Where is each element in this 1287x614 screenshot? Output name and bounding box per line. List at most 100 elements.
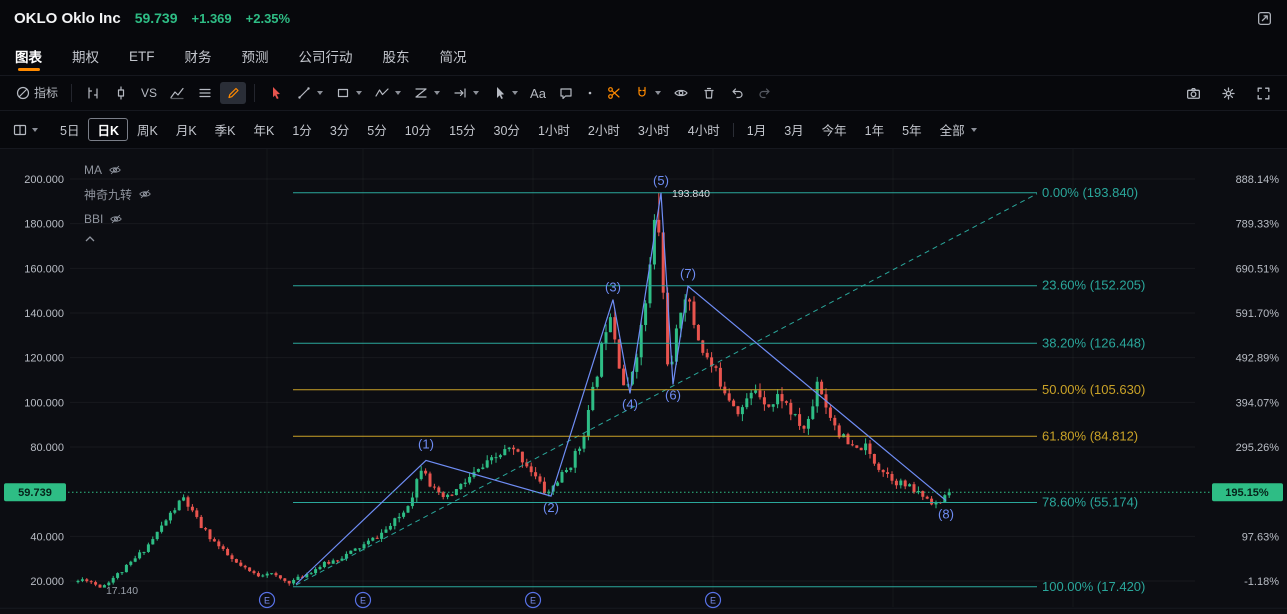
timeframe-item[interactable]: 年K — [253, 124, 275, 139]
timeframe-item[interactable]: 2小时 — [587, 124, 620, 139]
price-chart[interactable]: 0.00% (193.840) 23.60% (152.205) 38.20% (1… — [0, 148, 1287, 609]
timeframe-item[interactable]: 30分 — [493, 124, 520, 139]
indicator-legend-item: MA — [84, 163, 152, 177]
vs-compare-button[interactable]: VS — [136, 84, 162, 102]
eye-off-icon[interactable] — [138, 187, 152, 201]
wave-label: (6) — [665, 387, 681, 402]
text-tool-button[interactable]: Aa — [525, 84, 551, 103]
elliott-wave[interactable]: (1) (2) (3) (4) (5) (6) (7) (8) 193.840 — [295, 173, 954, 585]
y-axis-left-tick: 160.000 — [24, 263, 64, 275]
nav-tab[interactable]: 简况 — [439, 50, 467, 66]
fib-tool-button[interactable] — [408, 82, 445, 104]
timeframe-item[interactable]: 4小时 — [687, 124, 720, 139]
indicator-icon — [16, 87, 30, 100]
timeframe-divider — [732, 122, 734, 137]
chevron-up-icon[interactable] — [84, 235, 96, 243]
fib-retracement[interactable]: 0.00% (193.840) 23.60% (152.205) 38.20% (1… — [293, 185, 1145, 594]
indicator-legend-item: BBI — [84, 212, 152, 226]
fib-label: 0.00% (193.840) — [1042, 185, 1138, 200]
cursor-tool-button[interactable] — [263, 82, 289, 104]
nav-tab[interactable]: 预测 — [241, 50, 269, 66]
toolbar-right-group — [1180, 82, 1277, 105]
y-axis-left-tick: 40.000 — [30, 531, 64, 543]
timeframe-item[interactable]: 3小时 — [637, 124, 670, 139]
chevron-down-icon — [473, 91, 480, 96]
svg-text:59.739: 59.739 — [18, 487, 52, 499]
shape-tool-button[interactable] — [330, 82, 367, 104]
nav-tab[interactable]: 公司行动 — [298, 50, 353, 66]
timeframe-item[interactable]: 1分 — [292, 124, 312, 139]
timeframe-item[interactable]: 10分 — [404, 124, 432, 139]
y-axis-right-tick: 97.63% — [1242, 531, 1280, 543]
timeframe-item[interactable]: 周K — [136, 124, 158, 139]
timeframe-item[interactable]: 月K — [175, 124, 197, 139]
timeframe-item[interactable]: 3月 — [784, 124, 804, 139]
wave-tool-button[interactable] — [369, 82, 406, 104]
fib-label: 38.20% (126.448) — [1042, 335, 1145, 350]
visibility-button[interactable] — [668, 82, 694, 104]
chart-settings-button[interactable] — [1215, 82, 1242, 105]
stock-price: 59.739 — [134, 10, 178, 27]
timeframe-item[interactable]: 5年 — [902, 124, 922, 139]
nav-tab[interactable]: 期权 — [72, 50, 99, 66]
timeframe-item[interactable]: 5分 — [367, 124, 387, 139]
y-axis-right-tick: 295.26% — [1236, 442, 1280, 454]
timeframe-item[interactable]: 1年 — [864, 124, 885, 139]
line-style-button[interactable] — [192, 82, 218, 104]
hollow-candle-icon — [117, 86, 125, 100]
arrow-measure-tool-button[interactable] — [447, 82, 484, 104]
nav-tab[interactable]: 财务 — [184, 50, 212, 66]
comment-tool-button[interactable] — [553, 82, 579, 104]
undo-button[interactable] — [724, 82, 750, 104]
area-style-button[interactable] — [164, 82, 190, 104]
eye-off-icon[interactable] — [108, 163, 122, 177]
hollow-candle-button[interactable] — [108, 82, 134, 104]
nav-tabs: 图表 期权 ETF 财务 预测 公司行动 股东 简况 — [0, 37, 1287, 76]
draw-tool-button[interactable] — [220, 82, 247, 105]
trend-line-tool-button[interactable] — [291, 82, 328, 104]
bars-style-button[interactable] — [80, 82, 106, 104]
timeframe-item[interactable]: 全部 — [931, 118, 986, 141]
timeframe-item[interactable]: 1月 — [746, 124, 767, 139]
pointer-tool-button[interactable] — [486, 82, 523, 104]
timeframe-item[interactable]: 5日 — [60, 124, 80, 139]
nav-tab[interactable]: 图表 — [15, 37, 42, 76]
timeframe-item[interactable]: 1小时 — [537, 124, 570, 139]
indicators-label: 指标 — [34, 86, 59, 101]
timeframe-list: 5日 日K 周K 月K 季K 年K 1分 3分 5分 10分 15分 30分 1小时 2小时 3小时 4小时 1… — [51, 118, 986, 142]
stock-change: +1.369 — [191, 10, 232, 26]
fullscreen-button[interactable] — [1250, 82, 1277, 105]
nav-tab[interactable]: 股东 — [382, 50, 410, 66]
current-price: 59.739 195.15% — [4, 483, 1283, 502]
svg-text:E: E — [710, 595, 716, 605]
trash-icon — [704, 88, 714, 99]
timeframe-item[interactable]: 日K — [88, 118, 128, 142]
magnet-icon — [638, 87, 646, 97]
indicator-legend: MA 神奇九转 BBI — [84, 163, 152, 243]
cursor-arrow-icon — [273, 87, 281, 100]
timeframe-item[interactable]: 季K — [214, 124, 236, 139]
magnet-tool-button[interactable] — [629, 82, 666, 104]
text-tool-label: Aa — [530, 85, 546, 101]
timeframe-item[interactable]: 3分 — [329, 124, 350, 139]
popout-icon[interactable] — [1256, 10, 1273, 27]
indicators-button[interactable]: 指标 — [10, 82, 63, 104]
scissors-tool-button[interactable] — [601, 82, 627, 104]
timeframe-item[interactable]: 15分 — [449, 124, 476, 139]
eye-off-icon[interactable] — [109, 212, 123, 226]
nav-tab[interactable]: ETF — [129, 48, 155, 64]
chart-area: 0.00% (193.840) 23.60% (152.205) 38.20% (1… — [0, 148, 1287, 614]
delete-drawings-button[interactable] — [696, 82, 722, 104]
redo-button[interactable] — [752, 82, 778, 104]
bars-style-icon — [88, 87, 98, 99]
earnings-marker — [354, 591, 372, 609]
stock-change-pct: +2.35% — [245, 10, 291, 26]
timeframe-item[interactable]: 今年 — [821, 124, 847, 139]
fib-label: 61.80% (84.812) — [1042, 428, 1138, 443]
screenshot-button[interactable] — [1180, 82, 1207, 105]
chart-grid — [0, 148, 1287, 609]
svg-text:E: E — [264, 595, 270, 605]
layout-selector[interactable] — [12, 122, 38, 138]
